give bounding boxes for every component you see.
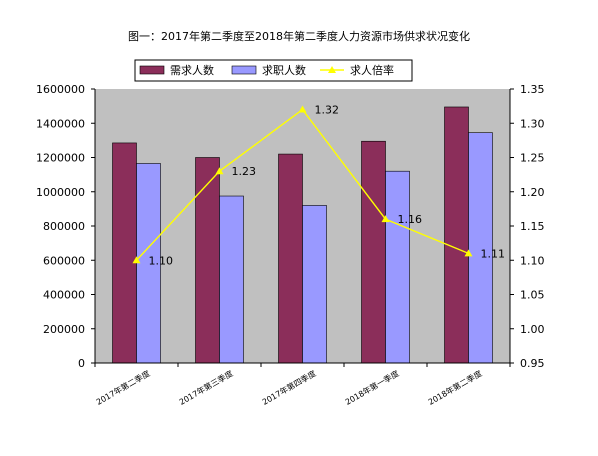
bar-1-1 xyxy=(112,142,137,364)
legend-swatch-1 xyxy=(139,65,165,75)
bar-2-2 xyxy=(219,195,244,364)
line-data-label-5: 1.11 xyxy=(481,247,506,260)
line-marker-1 xyxy=(132,256,141,264)
left-tick-label-2: 400000 xyxy=(43,289,85,302)
x-tick-label-1: 2017年第二季度 xyxy=(94,368,151,407)
right-tick-label-0: 0.95 xyxy=(520,357,545,370)
legend-swatch-2 xyxy=(231,65,257,75)
left-tick-label-6: 1200000 xyxy=(36,152,85,165)
legend-label-2: 求职人数 xyxy=(262,64,306,77)
left-tick-label-1: 200000 xyxy=(43,323,85,336)
left-tick-label-3: 600000 xyxy=(43,254,85,267)
left-tick-label-4: 800000 xyxy=(43,220,85,233)
right-tick-label-6: 1.25 xyxy=(520,152,545,165)
right-tick-label-5: 1.20 xyxy=(520,186,545,199)
bar-2-3 xyxy=(302,205,327,364)
left-tick-label-5: 1000000 xyxy=(36,186,85,199)
right-tick-label-2: 1.05 xyxy=(520,289,545,302)
legend-label-1: 需求人数 xyxy=(170,64,214,77)
x-tick-label-2: 2017年第三季度 xyxy=(177,368,234,407)
line-data-label-3: 1.32 xyxy=(315,104,340,117)
left-tick-label-7: 1400000 xyxy=(36,117,85,130)
right-tick-label-7: 1.30 xyxy=(520,117,545,130)
bar-2-5 xyxy=(468,132,493,364)
x-tick-label-5: 2018年第二季度 xyxy=(426,368,483,407)
right-tick-label-8: 1.35 xyxy=(520,83,545,96)
line-marker-4 xyxy=(381,215,390,223)
line-marker-5 xyxy=(464,249,473,257)
legend-marker-3 xyxy=(328,66,336,73)
line-data-label-4: 1.16 xyxy=(398,213,423,226)
chart-title: 图一：2017年第二季度至2018年第二季度人力资源市场供求状况变化 xyxy=(128,30,470,43)
left-tick-label-8: 1600000 xyxy=(36,83,85,96)
legend: 需求人数 求职人数 求人倍率 xyxy=(134,59,413,82)
x-tick-label-4: 2018年第一季度 xyxy=(343,368,400,407)
line-marker-2 xyxy=(215,167,224,175)
left-tick-label-0: 0 xyxy=(78,357,85,370)
line-data-label-1: 1.10 xyxy=(149,254,174,267)
legend-label-3: 求人倍率 xyxy=(350,63,394,77)
right-tick-label-4: 1.15 xyxy=(520,220,545,233)
line-data-label-2: 1.23 xyxy=(232,165,257,178)
right-tick-label-1: 1.00 xyxy=(520,323,545,336)
bar-1-5 xyxy=(444,106,469,364)
bar-1-2 xyxy=(195,157,220,364)
bar-1-3 xyxy=(278,153,303,364)
line-marker-3 xyxy=(298,105,307,113)
legend-box xyxy=(134,59,413,82)
x-tick-label-3: 2017年第四季度 xyxy=(260,368,317,407)
bar-1-4 xyxy=(361,140,386,364)
right-tick-label-3: 1.10 xyxy=(520,254,545,267)
bar-2-4 xyxy=(385,170,410,364)
